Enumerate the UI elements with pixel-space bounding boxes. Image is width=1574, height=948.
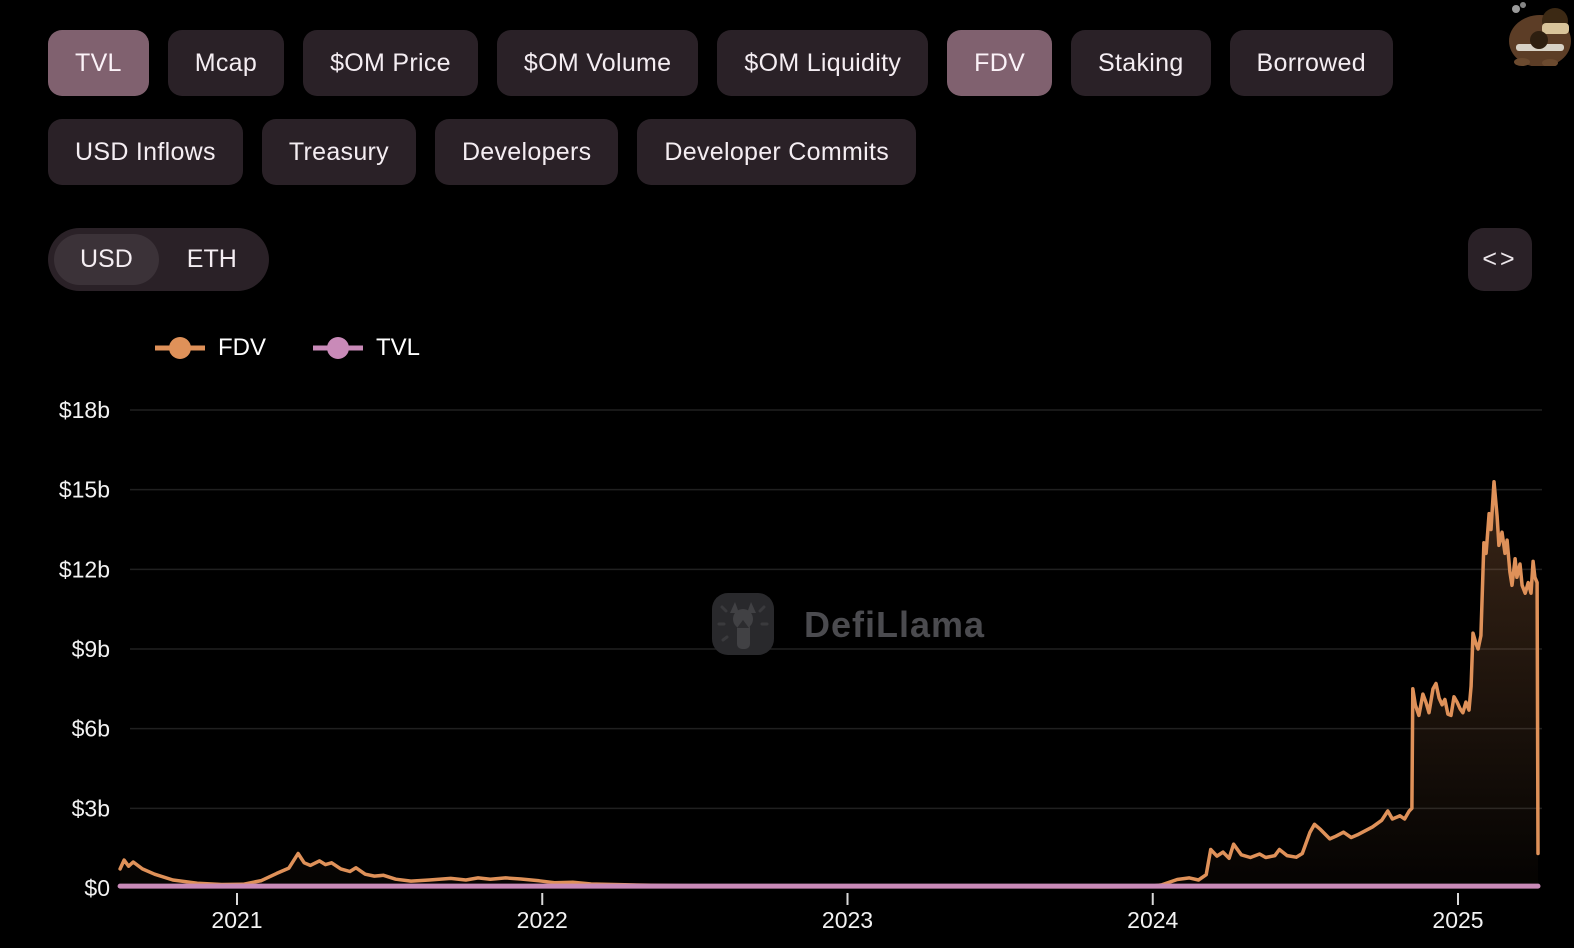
y-axis-label: $3b	[72, 795, 110, 821]
defillama-watermark: DefiLlama	[712, 593, 985, 655]
y-axis-label: $12b	[59, 556, 110, 582]
legend-label-fdv: FDV	[218, 334, 266, 361]
chart-series	[117, 479, 1541, 889]
llama-logo-icon	[730, 602, 756, 649]
metric-button-tvl[interactable]: TVL	[48, 30, 149, 96]
embed-code-button[interactable]: <>	[1468, 228, 1532, 291]
metric-button-mcap[interactable]: Mcap	[167, 30, 285, 96]
llama-mascot-icon	[1509, 2, 1571, 66]
legend-item-fdv[interactable]: FDV	[154, 334, 266, 362]
x-axis-label: 2024	[1127, 907, 1178, 933]
axes: $0 $3b $6b $9b $12b $15b $18b 2021 2022 2023 2024 2…	[59, 397, 1484, 933]
x-axis-label: 2023	[822, 907, 873, 933]
metric-button-usd-inflows[interactable]: USD Inflows	[48, 119, 243, 185]
metric-button-staking[interactable]: Staking	[1071, 30, 1211, 96]
x-axis-label: 2022	[517, 907, 568, 933]
watermark-text: DefiLlama	[804, 604, 985, 645]
metric-button-treasury[interactable]: Treasury	[261, 119, 416, 185]
metric-button-developer-commits[interactable]: Developer Commits	[637, 119, 917, 185]
tvl-series-marker-icon	[313, 337, 363, 359]
y-axis-label: $6b	[72, 716, 110, 742]
y-axis-label: $15b	[59, 477, 110, 503]
y-axis-label: $0	[84, 875, 110, 901]
denomination-option-usd[interactable]: USD	[54, 234, 159, 285]
metric-toolbar-row-1: TVL Mcap $OM Price $OM Volume $OM Liquid…	[48, 30, 1393, 96]
denomination-option-eth[interactable]: ETH	[186, 245, 237, 273]
llama-mascot-avatar	[1509, 2, 1571, 66]
metric-toolbar-row-2: USD Inflows Treasury Developers Develope…	[48, 119, 917, 185]
metric-button-fdv[interactable]: FDV	[947, 30, 1053, 96]
legend-label-tvl: TVL	[376, 334, 421, 361]
fdv-series-line	[118, 479, 1540, 889]
x-axis-label: 2025	[1432, 907, 1483, 933]
fdv-series-marker-icon	[155, 337, 205, 359]
metric-button-om-liquidity[interactable]: $OM Liquidity	[717, 30, 929, 96]
gridlines	[130, 409, 1542, 810]
y-axis-label: $18b	[59, 397, 110, 423]
y-axis-label: $9b	[72, 636, 110, 662]
denomination-toggle: USD ETH	[48, 228, 269, 291]
legend-item-tvl[interactable]: TVL	[312, 334, 420, 362]
metric-button-om-volume[interactable]: $OM Volume	[496, 30, 699, 96]
chart-legend: FDV TVL	[154, 334, 420, 362]
x-axis-label: 2021	[211, 907, 262, 933]
code-icon: <>	[1482, 245, 1518, 273]
chart-canvas[interactable]: DefiLlama $0 $3b $6b $9b $12b $15b $18b 2021 202…	[0, 385, 1574, 948]
metric-button-borrowed[interactable]: Borrowed	[1229, 30, 1393, 96]
fdv-series-area	[120, 481, 1539, 888]
metric-button-developers[interactable]: Developers	[434, 119, 619, 185]
metric-button-om-price[interactable]: $OM Price	[303, 30, 478, 96]
